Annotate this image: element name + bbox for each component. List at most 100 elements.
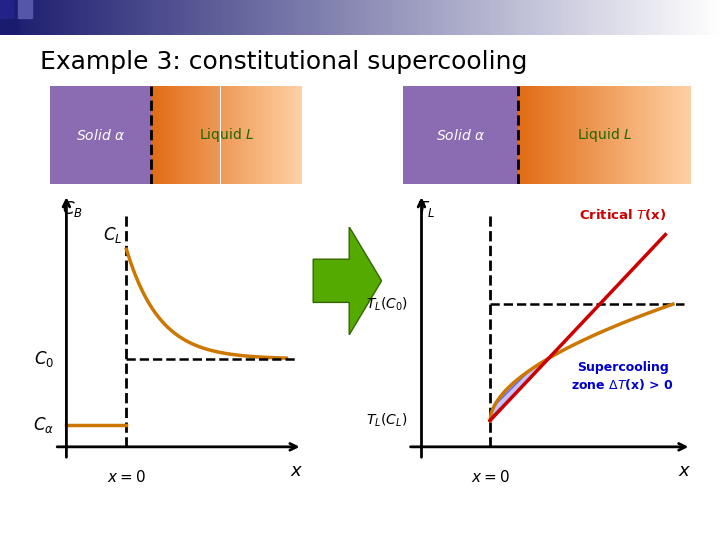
Bar xyxy=(608,86,609,184)
Bar xyxy=(253,86,255,184)
Bar xyxy=(618,86,619,184)
Bar xyxy=(191,0,194,35)
Bar xyxy=(685,86,687,184)
Bar xyxy=(586,86,588,184)
Bar xyxy=(683,86,684,184)
Bar xyxy=(54,0,58,35)
Bar xyxy=(72,0,76,35)
Bar xyxy=(659,0,662,35)
Bar xyxy=(300,86,301,184)
Bar xyxy=(563,86,564,184)
Bar xyxy=(531,86,533,184)
Bar xyxy=(181,86,183,184)
Bar xyxy=(284,0,288,35)
Bar xyxy=(593,86,595,184)
Bar xyxy=(522,0,526,35)
Bar xyxy=(688,86,690,184)
Polygon shape xyxy=(313,227,382,335)
Bar xyxy=(364,0,367,35)
Bar xyxy=(297,86,299,184)
Bar xyxy=(595,86,596,184)
Bar xyxy=(454,0,457,35)
Bar xyxy=(335,0,338,35)
Bar xyxy=(603,86,605,184)
Bar xyxy=(374,0,378,35)
Bar xyxy=(200,86,202,184)
Bar xyxy=(518,0,522,35)
Bar xyxy=(716,0,720,35)
Bar xyxy=(50,86,151,184)
Bar xyxy=(536,0,540,35)
Bar xyxy=(461,0,464,35)
Bar xyxy=(626,0,630,35)
Bar xyxy=(702,0,706,35)
Bar xyxy=(660,86,661,184)
Bar xyxy=(151,0,155,35)
Bar xyxy=(266,86,267,184)
Bar xyxy=(680,86,681,184)
Bar xyxy=(612,86,613,184)
Bar xyxy=(654,86,655,184)
Bar xyxy=(175,86,176,184)
Bar xyxy=(76,0,79,35)
Bar xyxy=(29,0,32,35)
Bar xyxy=(285,86,286,184)
Bar xyxy=(641,0,644,35)
Bar xyxy=(160,86,161,184)
Bar xyxy=(227,86,228,184)
Bar xyxy=(180,0,184,35)
Bar xyxy=(251,86,252,184)
Bar xyxy=(638,86,639,184)
Bar xyxy=(65,0,68,35)
Bar xyxy=(162,0,166,35)
Bar xyxy=(439,0,443,35)
Bar xyxy=(557,86,559,184)
Text: $C_0$: $C_0$ xyxy=(34,349,55,369)
Bar xyxy=(709,0,713,35)
Bar xyxy=(234,0,238,35)
Bar xyxy=(608,0,612,35)
Bar xyxy=(320,0,324,35)
Bar xyxy=(631,86,632,184)
Bar xyxy=(526,0,529,35)
Bar xyxy=(652,86,654,184)
Bar xyxy=(670,86,671,184)
Bar xyxy=(425,0,428,35)
Bar xyxy=(164,86,165,184)
Bar xyxy=(678,86,680,184)
Bar xyxy=(666,0,670,35)
Bar xyxy=(258,86,259,184)
Bar xyxy=(166,0,169,35)
Bar xyxy=(605,0,608,35)
Bar xyxy=(619,86,621,184)
Bar xyxy=(215,86,217,184)
Bar xyxy=(324,0,328,35)
Text: $x$: $x$ xyxy=(678,462,691,480)
Bar xyxy=(256,0,259,35)
Bar xyxy=(173,86,174,184)
Bar xyxy=(133,0,137,35)
Bar xyxy=(155,86,156,184)
Bar xyxy=(436,0,439,35)
Bar xyxy=(165,86,166,184)
Bar xyxy=(552,86,553,184)
Bar xyxy=(418,0,421,35)
Bar xyxy=(264,86,265,184)
Text: Critical $\mathit{T}$(x): Critical $\mathit{T}$(x) xyxy=(579,207,666,221)
Bar xyxy=(299,0,302,35)
Bar xyxy=(590,0,594,35)
Bar xyxy=(227,0,230,35)
Bar xyxy=(61,0,65,35)
Bar xyxy=(549,86,550,184)
Bar xyxy=(277,0,281,35)
Bar xyxy=(288,0,292,35)
Bar xyxy=(140,0,144,35)
Bar xyxy=(261,86,262,184)
Bar xyxy=(195,86,197,184)
Bar xyxy=(580,0,583,35)
Bar xyxy=(582,86,583,184)
Bar xyxy=(292,86,294,184)
Bar xyxy=(648,0,652,35)
Bar xyxy=(443,0,446,35)
Bar xyxy=(630,0,634,35)
